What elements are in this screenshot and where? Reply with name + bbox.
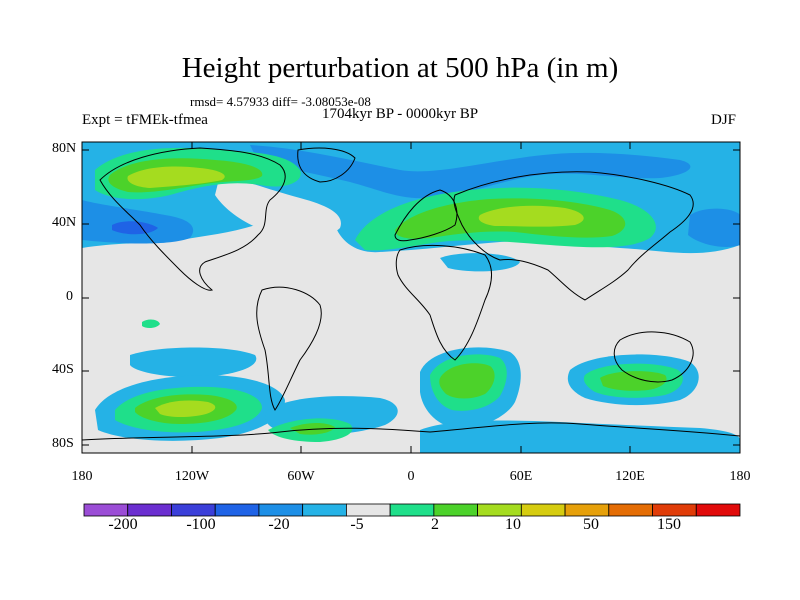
contour-africa-light-blue bbox=[440, 253, 520, 272]
colorbar-swatch-1 bbox=[127, 503, 172, 517]
contour-south-africa-green bbox=[439, 363, 495, 399]
lat-label-0: 0 bbox=[66, 289, 73, 304]
colorbar-swatch-6 bbox=[345, 503, 391, 517]
contour-eurasia-yellow bbox=[478, 205, 584, 227]
colorbar-swatch-8 bbox=[433, 503, 478, 517]
coastline-africa bbox=[395, 244, 492, 361]
colorbar-swatch-4 bbox=[258, 503, 304, 517]
coastlines bbox=[82, 147, 740, 441]
contour-asia-mid-blue bbox=[250, 145, 691, 199]
colorbar-swatch-2 bbox=[171, 503, 216, 517]
colorbar-label-minus100: -100 bbox=[186, 516, 216, 533]
colorbar-swatch-12 bbox=[608, 503, 653, 517]
stats-line: rmsd= 4.57933 diff= -3.08053e-08 bbox=[190, 94, 371, 109]
colorbar-swatch-5 bbox=[302, 503, 347, 517]
colorbar-label-minus200: -200 bbox=[108, 516, 138, 533]
coastline-north-america bbox=[99, 147, 286, 291]
colorbar-label-minus5: -5 bbox=[350, 516, 364, 533]
colorbar-label-10: 10 bbox=[505, 516, 521, 533]
coastline-australia bbox=[613, 331, 694, 383]
contour-south-pacific-light-blue-upper bbox=[130, 347, 257, 378]
colorbar-label-minus20: -20 bbox=[268, 516, 290, 533]
colorbar-swatch-0 bbox=[83, 503, 129, 517]
contour-south-pacific-yellow bbox=[155, 400, 216, 417]
lon-label-60e: 60E bbox=[509, 469, 533, 484]
period-label: 1704kyr BP - 0000kyr BP bbox=[322, 106, 479, 122]
lon-label-60w: 60W bbox=[287, 469, 315, 484]
coastline-south-america bbox=[256, 286, 322, 411]
colorbar-label-50: 50 bbox=[583, 516, 599, 533]
colorbar-swatch-7 bbox=[389, 503, 435, 517]
coastline-greenland bbox=[297, 147, 356, 183]
coastline-antarctica bbox=[82, 422, 740, 441]
colorbar-swatch-3 bbox=[214, 503, 260, 517]
colorbar bbox=[83, 503, 741, 517]
lon-label-0: 0 bbox=[407, 469, 415, 484]
lat-label-80n: 80N bbox=[52, 141, 77, 156]
lat-label-40s: 40S bbox=[52, 362, 74, 377]
contour-north-america-yellow bbox=[127, 166, 225, 188]
coastline-europe bbox=[394, 189, 458, 242]
contour-pacific-equatorial-teal bbox=[142, 319, 160, 329]
lon-label-180w: 180 bbox=[71, 469, 93, 484]
contour-southern-ocean-light-blue bbox=[420, 420, 740, 453]
colorbar-swatch-11 bbox=[564, 503, 610, 517]
contour-field bbox=[82, 142, 740, 453]
contour-north-background-gap bbox=[215, 175, 341, 237]
colorbar-swatch-14 bbox=[695, 503, 741, 517]
colorbar-swatch-13 bbox=[652, 503, 697, 517]
lon-label-120w: 120W bbox=[174, 469, 210, 484]
lon-label-180e: 180 bbox=[729, 469, 751, 484]
contour-pacific-mid-blue bbox=[688, 208, 740, 247]
season-label: DJF bbox=[711, 112, 737, 128]
figure-title: Height perturbation at 500 hPa (in m) bbox=[181, 52, 619, 84]
colorbar-swatch-9 bbox=[477, 503, 522, 517]
lat-label-80s: 80S bbox=[52, 436, 74, 451]
lon-label-120e: 120E bbox=[615, 469, 645, 484]
contour-north-dark-blue bbox=[112, 221, 158, 235]
experiment-label: Expt = tFMEk-tfmea bbox=[82, 112, 208, 128]
colorbar-label-150: 150 bbox=[657, 516, 681, 533]
colorbar-label-2: 2 bbox=[431, 516, 439, 533]
axis-ticks bbox=[81, 142, 741, 453]
colorbar-swatch-10 bbox=[520, 503, 566, 517]
lat-label-40n: 40N bbox=[52, 215, 77, 230]
coastline-asia bbox=[453, 171, 694, 301]
contour-australia-green bbox=[600, 371, 667, 391]
